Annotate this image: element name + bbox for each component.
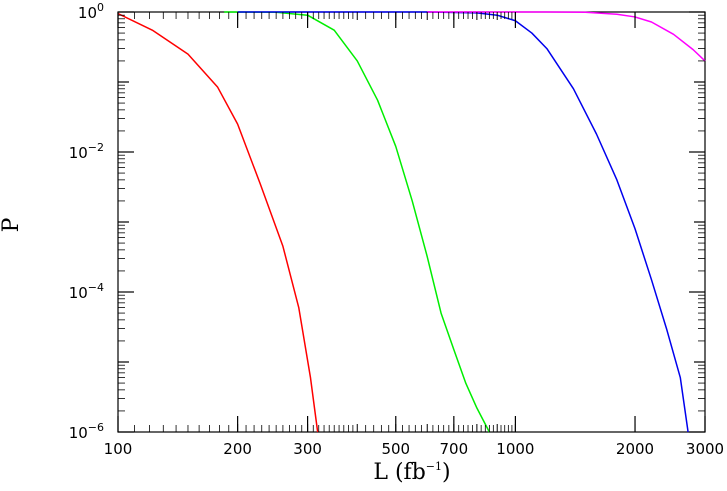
series-line-1 [117, 12, 319, 433]
y-tick-label: 10−4 [69, 281, 104, 302]
x-tick-label: 300 [293, 440, 322, 458]
y-tick-label: 100 [78, 1, 104, 22]
x-tick-label: 1000 [496, 440, 534, 458]
y-tick-label: 10−2 [69, 141, 104, 162]
series-line-3 [237, 11, 689, 433]
y-axis-label: P [0, 217, 24, 232]
x-tick-label: 2000 [616, 440, 654, 458]
x-tick-label: 500 [381, 440, 410, 458]
x-tick-label: 200 [223, 440, 252, 458]
x-axis-label: L (fb−1) [373, 460, 450, 485]
series-line-2 [224, 11, 491, 433]
x-tick-label: 100 [104, 440, 133, 458]
y-tick-label: 10−6 [69, 421, 104, 442]
x-tick-label: 700 [440, 440, 469, 458]
x-tick-label: 3000 [686, 440, 724, 458]
series-line-4 [427, 11, 706, 62]
